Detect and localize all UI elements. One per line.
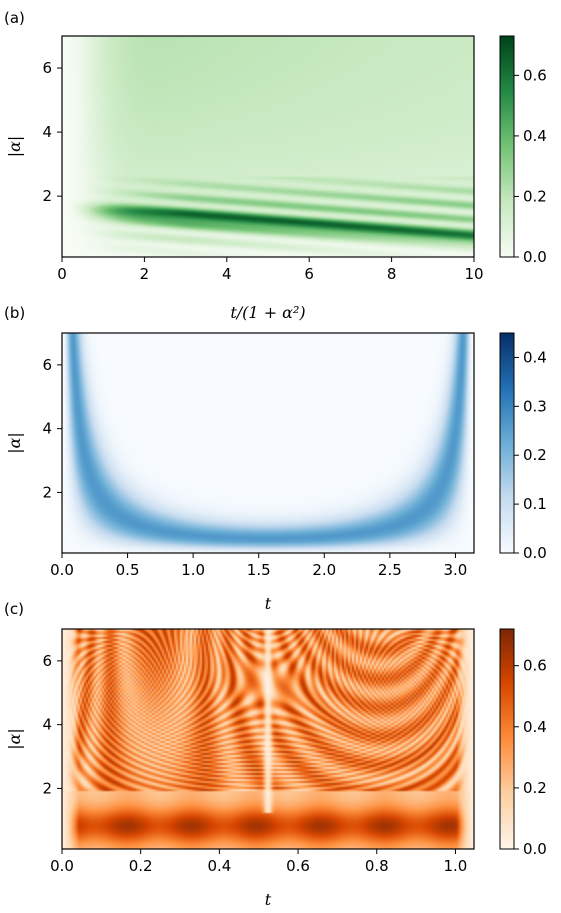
x-tick-label: 1.0 <box>444 857 468 875</box>
x-tick-label: 4 <box>222 265 232 283</box>
colorbar-tick-label: 0.6 <box>523 66 547 84</box>
panel-label: (a) <box>4 9 25 27</box>
colorbar-tick-label: 0.0 <box>523 840 547 858</box>
y-axis-label: |α| <box>5 136 24 158</box>
y-tick-label: 2 <box>42 187 52 205</box>
x-tick-label: 0.6 <box>286 857 310 875</box>
y-tick-label: 6 <box>42 59 52 77</box>
y-tick-label: 4 <box>42 123 52 141</box>
colorbar-frame <box>499 628 515 850</box>
panel-label: (b) <box>4 304 25 322</box>
colorbar-tick-label: 0.4 <box>523 127 547 145</box>
panel-a: (a) 0 2 4 6 8 10 2 4 6 t/(1 + α²) |α| 0.0 0.2 0.4 0.6 <box>4 9 547 322</box>
colorbar-frame <box>499 332 515 554</box>
colorbar-tick-label: 0.4 <box>523 348 547 366</box>
colorbar <box>500 333 514 553</box>
heatmap-image <box>62 333 474 553</box>
colorbar-tick-label: 0.1 <box>523 495 547 513</box>
panel-c: (c) 0.0 0.2 0.4 0.6 0.8 1.0 2 4 6 t |α| 0.0 0.2 0.4 0.6 <box>4 600 547 909</box>
colorbar-tick-label: 0.6 <box>523 657 547 675</box>
colorbar-tick-label: 0.2 <box>523 779 547 797</box>
y-tick-label: 6 <box>42 652 52 670</box>
x-tick-label: 1.0 <box>181 561 205 579</box>
x-axis-label: t <box>265 594 272 613</box>
colorbar-tick-label: 0.0 <box>523 248 547 266</box>
colorbar-tick-label: 0.4 <box>523 718 547 736</box>
y-axis-label: |α| <box>5 728 24 750</box>
y-tick-label: 2 <box>42 483 52 501</box>
y-tick-label: 2 <box>42 779 52 797</box>
colorbar-tick-label: 0.0 <box>523 544 547 562</box>
axes-frame <box>61 628 475 850</box>
x-tick-label: 0.5 <box>116 561 140 579</box>
x-tick-label: 0.0 <box>50 857 74 875</box>
x-tick-label: 10 <box>464 265 483 283</box>
colorbar-tick-label: 0.2 <box>523 187 547 205</box>
colorbar-frame <box>499 35 515 258</box>
x-tick-label: 3.0 <box>444 561 468 579</box>
x-axis-label: t <box>265 890 272 909</box>
x-tick-label: 6 <box>304 265 314 283</box>
x-tick-label: 8 <box>387 265 397 283</box>
y-tick-label: 4 <box>42 420 52 438</box>
heatmap-image <box>62 629 474 849</box>
y-tick-label: 4 <box>42 716 52 734</box>
x-axis-label: t/(1 + α²) <box>230 303 305 322</box>
colorbar <box>500 629 514 849</box>
x-tick-label: 0.0 <box>50 561 74 579</box>
axes-frame <box>61 35 475 258</box>
x-tick-label: 0.2 <box>129 857 153 875</box>
x-tick-label: 0.8 <box>365 857 389 875</box>
x-tick-label: 0.4 <box>207 857 231 875</box>
heatmap-image <box>62 36 474 257</box>
y-tick-label: 6 <box>42 356 52 374</box>
x-tick-label: 0 <box>57 265 67 283</box>
colorbar-tick-label: 0.2 <box>523 446 547 464</box>
x-tick-label: 2.5 <box>378 561 402 579</box>
colorbar-tick-label: 0.3 <box>523 397 547 415</box>
x-tick-label: 1.5 <box>247 561 271 579</box>
panel-b: (b) 0.0 0.5 1.0 1.5 2.0 2.5 3.0 2 4 6 t |α| 0.0 0.1 0.2… <box>4 304 547 613</box>
x-tick-label: 2 <box>140 265 150 283</box>
axes-frame <box>61 332 475 554</box>
y-axis-label: |α| <box>5 432 24 454</box>
panel-label: (c) <box>4 600 24 618</box>
colorbar <box>500 36 514 257</box>
x-tick-label: 2.0 <box>312 561 336 579</box>
